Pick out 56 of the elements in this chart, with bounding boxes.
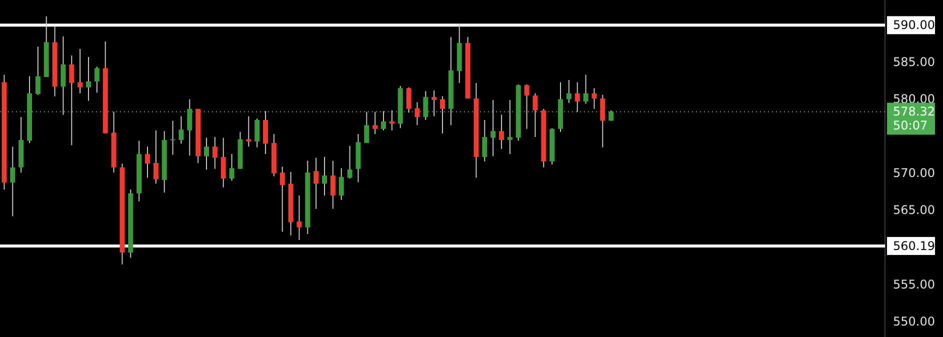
candlestick — [432, 90, 437, 117]
candlestick — [423, 90, 428, 120]
candlestick — [212, 136, 218, 170]
candlestick — [322, 156, 327, 196]
candlestick — [490, 99, 496, 157]
candlestick — [10, 146, 16, 217]
ref-line-label: 578.32 — [893, 104, 935, 119]
y-tick-label: 565.00 — [893, 203, 935, 218]
candlestick — [246, 116, 252, 148]
text: 50:07 — [893, 118, 928, 133]
candlestick — [600, 94, 606, 148]
candlestick — [524, 84, 530, 130]
candlestick — [86, 56, 91, 102]
candlestick — [280, 166, 285, 232]
candlestick — [414, 102, 420, 126]
candlestick — [347, 145, 352, 179]
candlestick — [338, 168, 344, 200]
candlestick — [220, 137, 226, 188]
candlestick — [574, 82, 580, 112]
candlestick — [78, 48, 83, 94]
candlestick — [263, 110, 268, 155]
candlestick — [532, 92, 538, 138]
candlestick — [330, 160, 336, 210]
candlestick — [178, 116, 184, 144]
candlestick — [296, 195, 302, 240]
y-tick-label: 555.00 — [893, 277, 935, 292]
y-tick-label: 580.00 — [893, 92, 935, 106]
ref-line-label: 590.00 — [893, 18, 935, 32]
candlestick — [170, 120, 176, 156]
candlestick — [583, 74, 588, 104]
candlestick — [499, 114, 504, 150]
candlestick — [229, 154, 234, 182]
candlestick — [364, 111, 370, 144]
candlestick — [372, 111, 378, 135]
candlestick — [94, 66, 100, 94]
candlestick — [406, 86, 412, 114]
candlestick — [153, 130, 158, 184]
candlestick — [566, 79, 572, 104]
candlestick — [389, 110, 394, 131]
candlestick — [60, 36, 66, 116]
candlestick — [482, 119, 488, 162]
candlestick — [592, 88, 597, 110]
candlestick — [440, 96, 445, 134]
candlestick — [187, 98, 192, 156]
ref-line-label: 560.19 — [893, 238, 935, 253]
candlestick — [69, 55, 74, 146]
candlestick — [314, 157, 319, 210]
candlestick — [254, 118, 260, 148]
candlestick — [507, 99, 512, 155]
candlestick — [145, 146, 150, 178]
y-tick-label: 585.00 — [893, 55, 935, 70]
y-tick-label: 550.00 — [893, 314, 935, 328]
candlestick — [35, 46, 40, 96]
candlestick — [381, 110, 386, 131]
candlestick — [204, 137, 209, 170]
y-tick-label: 570.00 — [893, 166, 935, 180]
